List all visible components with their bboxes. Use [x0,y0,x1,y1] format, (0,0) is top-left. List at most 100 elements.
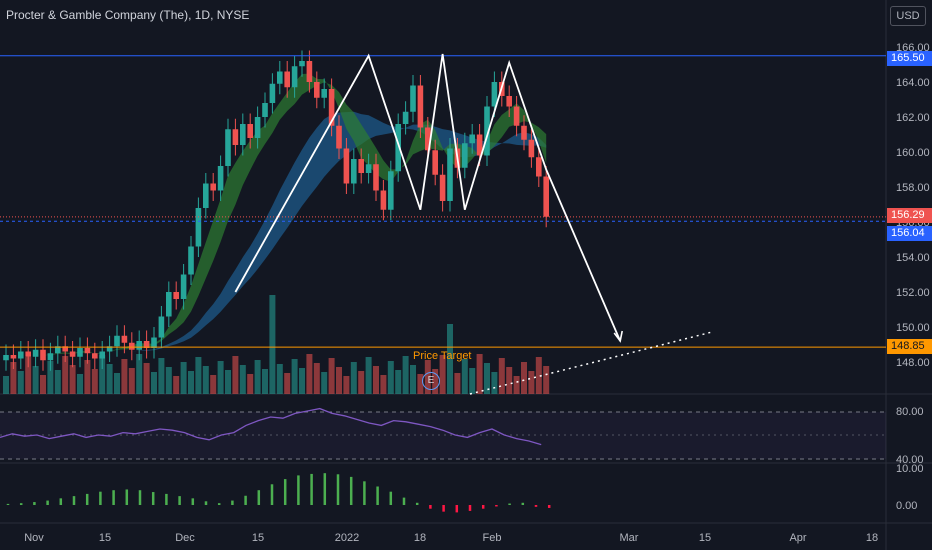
candle-body [166,292,172,317]
volume-bar [62,356,69,394]
volume-bar [276,364,283,394]
volume-bar [484,363,490,394]
volume-bar [469,368,476,394]
candle-body [32,349,39,357]
volume-bar [491,372,498,394]
price-target-label: Price Target [413,350,472,362]
volume-bar [232,356,239,394]
rsi-tick-label: 80.00 [896,406,924,418]
candle-body [210,183,216,191]
volume-bar [535,357,542,394]
candle-body [173,292,179,299]
candle-body [55,346,61,354]
rsi-line [0,407,542,446]
price-tick-label: 152.00 [896,287,930,299]
time-tick-label: 15 [699,532,711,544]
candle-body [47,353,54,361]
price-tick-label: 154.00 [896,252,930,264]
volume-bar [521,362,527,394]
candle-body [114,335,120,347]
volume-bar [195,357,202,394]
candle-body [99,351,105,359]
trend-projection-line [469,331,713,395]
volume-bar [225,370,231,394]
volume-bar [143,363,150,394]
volume-bar [69,365,76,394]
candle-body [410,85,416,112]
volume-bar [498,358,505,394]
time-tick-label: Nov [24,532,44,544]
volume-bar [269,295,276,394]
candle-body [158,316,165,338]
candle-body [402,111,409,124]
time-tick-label: Feb [483,532,502,544]
candle-body [151,337,157,348]
currency-selector[interactable]: USD [890,6,926,26]
volume-bar [91,369,98,394]
volume-bar [217,361,224,394]
volume-bar [173,376,180,394]
candle-body [69,351,76,357]
histogram-tick-label: 10.00 [896,463,924,475]
candle-body [506,96,512,107]
volume-bar [136,354,143,394]
time-tick-label: 18 [414,532,426,544]
candle-body [25,351,31,357]
volume-bar [210,375,217,394]
volume-bar [365,357,372,394]
volume-bar [343,376,350,394]
time-tick-label: Dec [175,532,195,544]
candle-body [469,134,475,144]
candle-body [336,125,342,149]
candle-body [536,157,542,177]
volume-bar [114,373,120,394]
chart-title: Procter & Gamble Company (The), 1D, NYSE [6,8,250,22]
time-tick-label: Apr [789,532,806,544]
candle-body [321,89,327,98]
volume-bar [350,362,357,394]
candle-body [188,246,194,275]
candle-body [232,129,239,145]
candle-body [388,171,394,210]
volume-bar [313,363,320,394]
candle-body [121,335,128,343]
candle-body [543,176,549,217]
time-tick-label: 15 [252,532,264,544]
volume-bar [151,372,157,394]
candle-body [269,83,276,103]
volume-bar [84,360,91,394]
candle-body [439,174,446,201]
volume-bar [47,361,54,394]
candle-body [491,82,498,107]
volume-bar [410,365,416,394]
volume-bar [380,375,387,394]
candle-body [106,346,113,352]
candle-body [18,351,24,359]
volume-bar [328,358,335,394]
time-tick-label: Mar [620,532,639,544]
candle-body [225,129,231,166]
volume-bar [513,376,520,394]
price-tick-label: 160.00 [896,147,930,159]
volume-bar [402,356,409,394]
volume-bar [439,355,446,394]
candle-body [10,355,17,359]
volume-bar [158,358,165,394]
volume-bar [461,359,468,394]
volume-bar [306,354,313,394]
candle-body [277,71,283,84]
volume-bar [387,361,394,394]
volume-bar [321,372,328,394]
candle-body [217,166,224,191]
volume-bar [165,367,172,394]
price-tick-label: 150.00 [896,322,930,334]
candle-body [77,348,83,357]
volume-bar [239,365,246,394]
earnings-icon[interactable]: E [422,372,440,390]
volume-bar [40,375,46,394]
volume-bar [106,364,113,394]
target-price-label: 148.85 [887,339,932,354]
resistance-price-label: 165.50 [887,51,932,66]
candle-body [203,183,209,208]
